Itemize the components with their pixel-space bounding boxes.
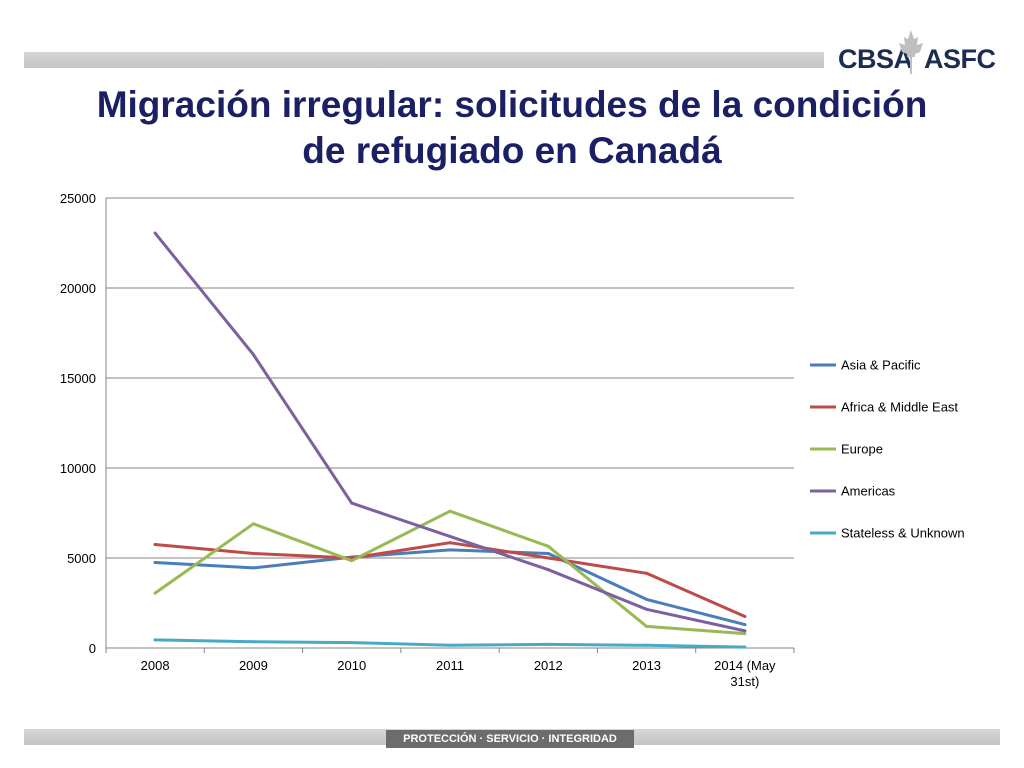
data-point xyxy=(251,640,255,644)
data-point xyxy=(546,642,550,646)
data-point xyxy=(448,643,452,647)
legend-label: Africa & Middle East xyxy=(841,400,958,415)
data-point xyxy=(153,543,157,546)
maple-leaf-icon xyxy=(899,30,923,74)
data-point xyxy=(448,534,452,538)
cbsa-asfc-logo: CBSA ASFC xyxy=(836,30,996,80)
data-point xyxy=(448,509,452,513)
legend-label: Stateless & Unknown xyxy=(841,526,965,541)
data-point xyxy=(350,559,354,563)
x-tick-label: 2013 xyxy=(632,658,661,673)
data-point xyxy=(743,629,747,633)
data-point xyxy=(743,632,747,636)
legend-label: Europe xyxy=(841,442,883,457)
series-line xyxy=(153,509,747,636)
slide-title: Migración irregular: solicitudes de la c… xyxy=(40,82,984,174)
data-point xyxy=(546,544,550,548)
data-point xyxy=(743,645,747,649)
y-tick-label: 0 xyxy=(89,641,96,656)
data-point xyxy=(251,522,255,526)
y-tick-label: 25000 xyxy=(60,191,96,206)
logo-text-cbsa: CBSA xyxy=(838,44,913,74)
data-point xyxy=(448,541,452,545)
x-tick-label: 2012 xyxy=(534,658,563,673)
data-point xyxy=(743,615,747,618)
series-line xyxy=(153,541,747,618)
logo-text-asfc: ASFC xyxy=(924,44,996,74)
x-tick-label: 2014 (May 31st) xyxy=(714,658,776,689)
y-tick-label: 10000 xyxy=(60,461,96,476)
y-tick-label: 20000 xyxy=(60,281,96,296)
data-point xyxy=(546,552,550,555)
legend-label: Asia & Pacific xyxy=(841,358,921,373)
data-point xyxy=(350,641,354,645)
x-tick-label: 2008 xyxy=(141,658,170,673)
data-point xyxy=(645,607,649,611)
data-point xyxy=(153,638,157,642)
legend-label: Americas xyxy=(841,484,896,499)
series-line xyxy=(153,548,747,627)
data-point xyxy=(645,571,649,575)
title-line-1: Migración irregular: solicitudes de la c… xyxy=(96,84,928,125)
x-tick-label: 2011 xyxy=(436,658,464,673)
footer-motto: PROTECCIÓN · SERVICIO · INTEGRIDAD xyxy=(386,730,634,748)
data-point xyxy=(645,597,649,601)
data-point xyxy=(645,643,649,647)
data-point xyxy=(546,556,550,560)
data-point xyxy=(448,548,452,552)
data-point xyxy=(743,623,747,627)
title-line-2: de refugiado en Canadá xyxy=(302,130,722,171)
data-point xyxy=(251,552,255,555)
data-point xyxy=(153,561,157,564)
data-point xyxy=(546,568,550,572)
y-tick-label: 5000 xyxy=(67,551,96,566)
y-tick-label: 15000 xyxy=(60,371,96,386)
data-point xyxy=(350,501,354,505)
x-tick-label: 2010 xyxy=(337,658,366,673)
data-point xyxy=(153,231,157,235)
header-bar xyxy=(24,52,824,68)
data-point xyxy=(251,353,255,357)
x-tick-label: 2009 xyxy=(239,658,268,673)
series-line xyxy=(153,231,747,633)
data-point xyxy=(645,624,649,628)
data-point xyxy=(251,566,255,570)
data-point xyxy=(153,591,157,595)
